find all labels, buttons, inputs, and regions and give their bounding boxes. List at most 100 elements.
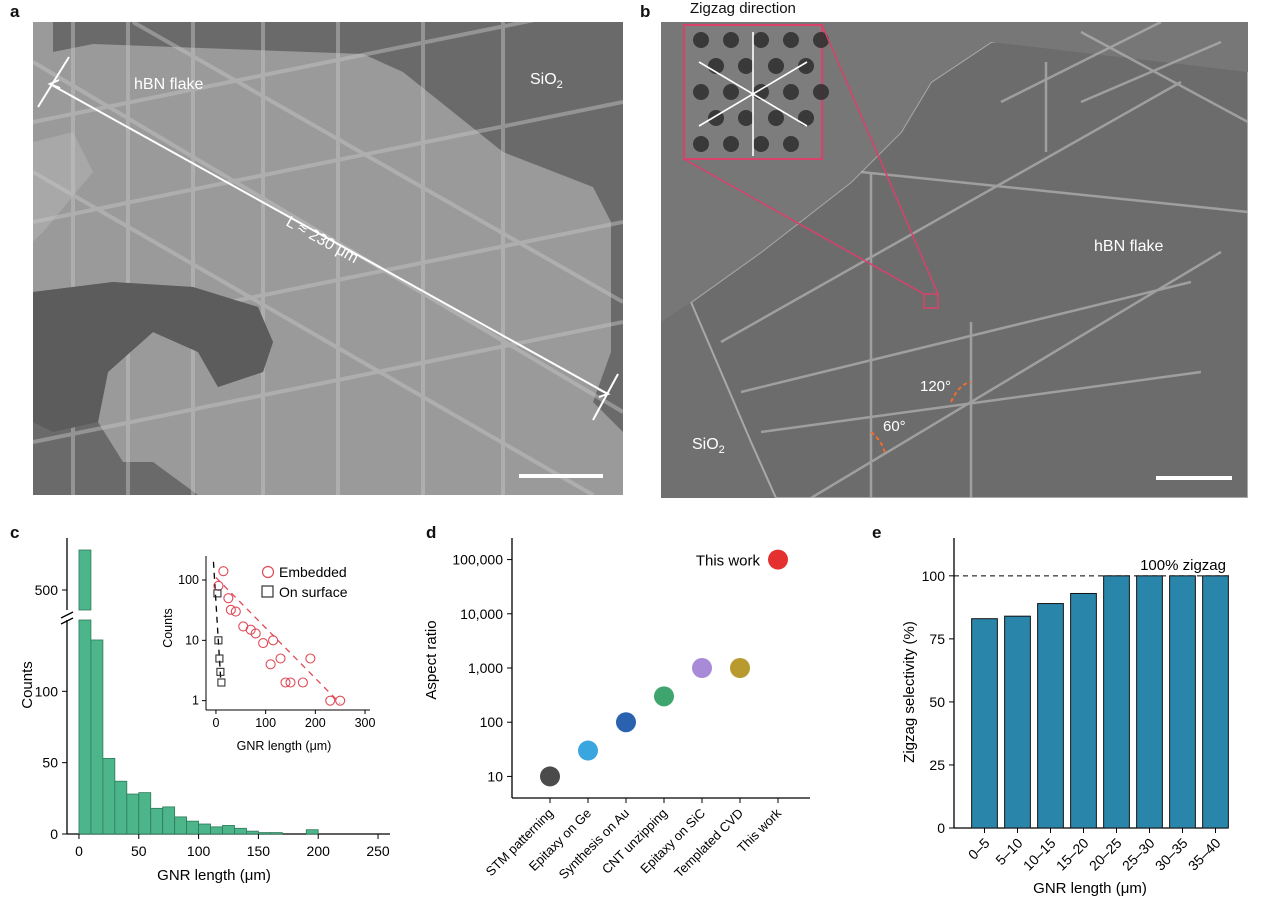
y-tick-label: 100 xyxy=(35,683,59,699)
y-tick-label: 0 xyxy=(50,826,58,842)
y-tick-label: 10 xyxy=(487,768,503,784)
category-label: STM patterning xyxy=(483,806,556,879)
scale-bar-a xyxy=(519,474,603,478)
inset-point-embedded xyxy=(250,628,261,639)
histogram-bar xyxy=(114,780,128,835)
inset-point-embedded xyxy=(297,677,308,688)
hbn-flake-label-a: hBN flake xyxy=(134,76,203,93)
inset-point-embedded xyxy=(285,677,296,688)
x-tick-label: 200 xyxy=(307,843,331,859)
inset-x-label: GNR length (μm) xyxy=(237,739,332,753)
panel-letter-a: a xyxy=(10,2,20,21)
histogram-bars xyxy=(78,549,319,835)
histogram-bar xyxy=(174,816,188,835)
x-tick-label: 35–40 xyxy=(1185,835,1224,874)
length-measurement-arrow xyxy=(37,56,619,421)
angle-60-label: 60° xyxy=(883,418,906,435)
histogram-bar xyxy=(198,823,211,835)
y-tick-label: 500 xyxy=(35,582,59,598)
inset-chart: 0 100 200 300 1 10 100 Embedded On surface xyxy=(178,556,376,730)
inset-point-embedded xyxy=(325,695,336,706)
y-tick-label: 100 xyxy=(480,714,504,730)
panel-letter-b: b xyxy=(640,2,651,21)
x-tick-label: 150 xyxy=(247,843,271,859)
inset-x-tick-label: 300 xyxy=(355,716,376,730)
y-tick-label: 0 xyxy=(937,820,945,836)
y-tick-label: 100 xyxy=(922,568,946,584)
selectivity-bar xyxy=(1103,575,1130,829)
panel-letter-d: d xyxy=(426,523,437,542)
angle-60-mark xyxy=(870,431,886,455)
legend-marker-embedded xyxy=(261,565,275,579)
selectivity-bar xyxy=(971,618,998,829)
x-tick-label: 50 xyxy=(131,843,147,859)
inset-point-embedded xyxy=(275,653,286,664)
aspect-ratio-point xyxy=(768,549,788,570)
aspect-ratio-point xyxy=(578,740,598,761)
histogram-bar xyxy=(305,829,319,835)
aspect-ratio-point xyxy=(654,686,674,707)
y-tick-label: 25 xyxy=(929,757,945,773)
scale-bar-b xyxy=(1156,476,1232,480)
legend-label-on-surface: On surface xyxy=(279,584,348,600)
inset-point-embedded xyxy=(335,695,346,706)
selectivity-bar xyxy=(1070,592,1097,829)
inset-x-tick-label: 0 xyxy=(212,716,219,730)
panel-letter-c: c xyxy=(10,523,20,542)
x-tick-label: 10–15 xyxy=(1020,835,1059,874)
histogram-x-label: GNR length (μm) xyxy=(157,867,271,884)
histogram-bar xyxy=(222,825,235,835)
x-tick-label: 20–25 xyxy=(1086,835,1125,874)
sio2-label-a: SiO2 xyxy=(530,71,563,91)
angle-120-mark xyxy=(950,381,972,403)
selectivity-bars xyxy=(971,575,1229,829)
inset-y-label: Counts xyxy=(161,608,175,648)
aspect-ratio-point xyxy=(692,658,712,678)
histogram-bar xyxy=(90,639,104,835)
y-tick-label: 100,000 xyxy=(452,552,503,568)
inset-x-tick-label: 100 xyxy=(255,716,276,730)
inset-point-on-surface xyxy=(214,636,223,645)
inset-fit-line xyxy=(212,561,222,683)
inset-y-tick-label: 10 xyxy=(185,633,199,647)
inset-point-embedded xyxy=(230,606,241,617)
histogram-bar xyxy=(269,832,283,835)
aspect-ratio-point xyxy=(540,766,560,787)
histogram-bar xyxy=(138,792,152,835)
histogram-bar xyxy=(126,793,140,835)
x-tick-label: 0–5 xyxy=(965,835,993,863)
panel-letter-e: e xyxy=(872,523,882,542)
micrograph-b: hBN flake SiO2 120° 60° xyxy=(661,22,1248,498)
sio2-label-b: SiO2 xyxy=(692,436,725,456)
y-tick-label: 50 xyxy=(42,755,58,771)
histogram-bar xyxy=(162,806,176,835)
inset-point-embedded xyxy=(225,604,236,615)
aspect-ratio-ticks: 10 100 1,000 10,000 100,000 xyxy=(452,552,779,803)
y-tick-label: 1,000 xyxy=(468,660,503,676)
zigzag-direction-title: Zigzag direction xyxy=(690,0,796,17)
histogram-bar xyxy=(210,826,223,835)
inset-point-on-surface xyxy=(216,667,225,676)
chart-d: 10 100 1,000 10,000 100,000 This work STM pa… xyxy=(423,538,810,882)
histogram-bar xyxy=(78,619,92,835)
aspect-ratio-point xyxy=(616,712,636,733)
inset-point-embedded xyxy=(305,653,316,664)
y-tick-label: 10,000 xyxy=(460,606,503,622)
inset-y-tick-label: 100 xyxy=(178,573,199,587)
legend-label-embedded: Embedded xyxy=(279,564,347,580)
inset-point-on-surface xyxy=(215,654,224,663)
selectivity-bar xyxy=(1037,603,1064,829)
inset-y-tick-label: 1 xyxy=(192,694,199,708)
inset-point-embedded xyxy=(280,677,291,688)
selectivity-bar xyxy=(1169,575,1196,829)
histogram-bar-upper xyxy=(78,549,92,611)
histogram-bar xyxy=(246,830,259,835)
x-tick-label: 15–20 xyxy=(1053,835,1092,874)
y-tick-label: 75 xyxy=(929,631,945,647)
x-tick-label: 100 xyxy=(187,843,211,859)
aspect-ratio-point xyxy=(730,658,750,678)
selectivity-bar xyxy=(1202,575,1229,829)
histogram-bar xyxy=(186,820,199,835)
